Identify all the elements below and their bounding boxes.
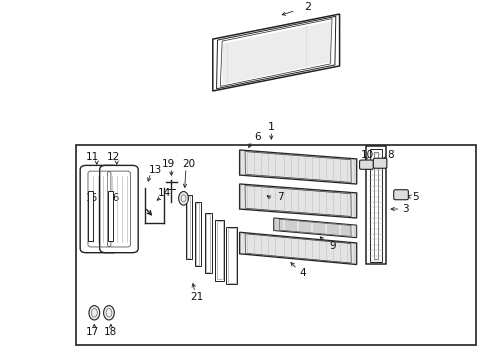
- Text: 18: 18: [104, 328, 117, 337]
- FancyBboxPatch shape: [80, 165, 119, 253]
- Text: 15: 15: [86, 193, 99, 203]
- Bar: [216, 221, 222, 279]
- Text: 1: 1: [267, 122, 274, 132]
- Text: 11: 11: [85, 152, 99, 162]
- Bar: [196, 203, 199, 265]
- Bar: [185, 195, 191, 259]
- Bar: [194, 202, 200, 266]
- Ellipse shape: [103, 306, 114, 320]
- FancyBboxPatch shape: [393, 190, 407, 200]
- Text: 17: 17: [85, 328, 99, 337]
- Text: 16: 16: [107, 193, 120, 203]
- Bar: [215, 220, 224, 280]
- Text: 12: 12: [107, 152, 120, 162]
- Bar: [76, 145, 475, 345]
- Text: 3: 3: [401, 204, 408, 214]
- Text: 2: 2: [304, 2, 311, 12]
- FancyBboxPatch shape: [372, 158, 386, 168]
- Text: 7: 7: [276, 192, 283, 202]
- Text: 4: 4: [299, 269, 305, 278]
- Text: 10: 10: [360, 150, 373, 160]
- Bar: [88, 191, 93, 241]
- Text: 20: 20: [182, 159, 195, 169]
- Bar: [204, 213, 211, 274]
- Text: 13: 13: [149, 165, 162, 175]
- Bar: [108, 191, 113, 241]
- Bar: [227, 228, 235, 283]
- Bar: [205, 214, 210, 272]
- Text: 21: 21: [190, 292, 203, 302]
- Text: 19: 19: [162, 159, 175, 169]
- Text: 8: 8: [386, 150, 393, 160]
- Bar: [187, 196, 190, 258]
- Text: 5: 5: [411, 192, 418, 202]
- Text: 14: 14: [157, 188, 170, 198]
- Bar: [226, 227, 237, 284]
- Ellipse shape: [89, 306, 100, 320]
- Text: 6: 6: [253, 132, 260, 143]
- Text: 9: 9: [328, 240, 335, 251]
- FancyBboxPatch shape: [100, 165, 138, 253]
- FancyBboxPatch shape: [359, 160, 372, 169]
- Ellipse shape: [178, 192, 188, 205]
